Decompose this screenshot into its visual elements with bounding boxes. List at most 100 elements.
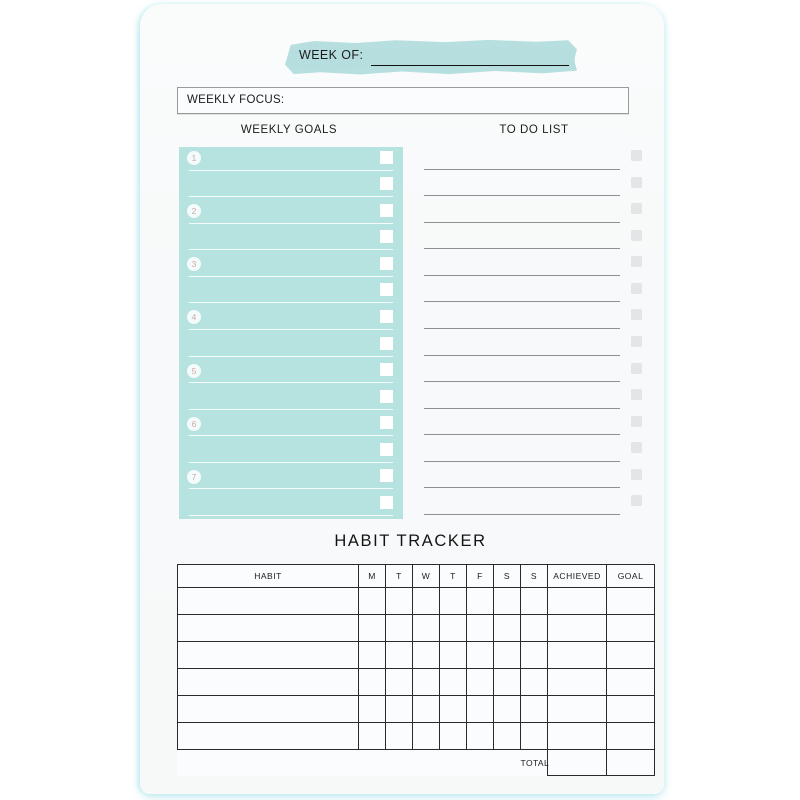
to-do-checkbox[interactable] xyxy=(631,309,642,321)
habit-tracker-cell[interactable] xyxy=(466,668,494,696)
to-do-list-row[interactable] xyxy=(424,174,654,201)
to-do-checkbox[interactable] xyxy=(631,203,642,215)
habit-tracker-cell[interactable] xyxy=(412,668,440,696)
weekly-goal-write-line[interactable] xyxy=(189,196,393,198)
weekly-goal-checkbox[interactable] xyxy=(380,309,393,323)
to-do-checkbox[interactable] xyxy=(631,336,642,347)
habit-tracker-cell[interactable] xyxy=(385,722,413,750)
weekly-goal-write-line[interactable] xyxy=(189,328,393,330)
weekly-goal-row[interactable]: 2 xyxy=(179,200,403,227)
weekly-goal-write-line[interactable] xyxy=(189,249,393,251)
to-do-write-line[interactable] xyxy=(424,354,620,356)
habit-tracker-total-goal-cell[interactable] xyxy=(606,749,655,776)
to-do-list-row[interactable] xyxy=(424,386,654,413)
to-do-list-row[interactable] xyxy=(424,306,654,333)
habit-tracker-cell[interactable] xyxy=(493,614,521,642)
weekly-goal-checkbox[interactable] xyxy=(380,469,393,483)
habit-tracker-row[interactable] xyxy=(177,641,655,669)
to-do-list-row[interactable] xyxy=(424,253,654,280)
habit-tracker-cell[interactable] xyxy=(606,668,655,696)
habit-tracker-cell[interactable] xyxy=(385,587,413,615)
to-do-list-row[interactable] xyxy=(424,360,654,387)
to-do-list-row[interactable] xyxy=(424,492,654,519)
weekly-goal-row[interactable]: 3 xyxy=(179,253,403,280)
habit-tracker-cell[interactable] xyxy=(358,587,386,615)
to-do-write-line[interactable] xyxy=(424,221,620,223)
habit-tracker-cell[interactable] xyxy=(520,587,548,615)
weekly-goal-write-line[interactable] xyxy=(189,461,393,463)
to-do-checkbox[interactable] xyxy=(631,176,642,188)
weekly-goal-checkbox[interactable] xyxy=(380,363,393,377)
habit-tracker-cell[interactable] xyxy=(466,587,494,615)
to-do-checkbox[interactable] xyxy=(631,256,642,268)
weekly-goal-write-line[interactable] xyxy=(189,302,393,304)
habit-tracker-cell[interactable] xyxy=(606,614,655,642)
to-do-checkbox[interactable] xyxy=(631,415,642,427)
habit-tracker-cell[interactable] xyxy=(547,722,607,750)
habit-tracker-cell[interactable] xyxy=(412,695,440,723)
to-do-checkbox[interactable] xyxy=(631,229,642,241)
habit-tracker-row[interactable] xyxy=(177,668,655,696)
habit-tracker-cell[interactable] xyxy=(439,614,467,642)
weekly-goal-row[interactable] xyxy=(179,439,403,466)
habit-tracker-cell[interactable] xyxy=(177,614,359,642)
to-do-checkbox[interactable] xyxy=(631,389,642,401)
to-do-write-line[interactable] xyxy=(424,487,620,489)
to-do-list-row[interactable] xyxy=(424,439,654,466)
habit-tracker-row[interactable] xyxy=(177,695,655,723)
habit-tracker-total-achieved-cell[interactable] xyxy=(547,749,607,776)
to-do-write-line[interactable] xyxy=(424,407,620,409)
habit-tracker-cell[interactable] xyxy=(412,641,440,669)
habit-tracker-cell[interactable] xyxy=(493,641,521,669)
to-do-write-line[interactable] xyxy=(424,195,620,197)
habit-tracker-cell[interactable] xyxy=(177,722,359,750)
habit-tracker-cell[interactable] xyxy=(412,587,440,615)
weekly-goal-row[interactable] xyxy=(179,174,403,201)
habit-tracker-cell[interactable] xyxy=(547,695,607,723)
weekly-goal-row[interactable]: 1 xyxy=(179,147,403,174)
to-do-write-line[interactable] xyxy=(424,248,620,250)
weekly-goal-write-line[interactable] xyxy=(189,514,393,516)
weekly-goal-row[interactable] xyxy=(179,492,403,519)
weekly-goal-row[interactable]: 5 xyxy=(179,360,403,387)
weekly-goal-write-line[interactable] xyxy=(189,169,393,171)
habit-tracker-cell[interactable] xyxy=(439,668,467,696)
to-do-list-row[interactable] xyxy=(424,147,654,174)
to-do-write-line[interactable] xyxy=(424,381,620,383)
habit-tracker-cell[interactable] xyxy=(177,641,359,669)
weekly-goal-write-line[interactable] xyxy=(189,488,393,490)
weekly-goal-write-line[interactable] xyxy=(189,382,393,384)
habit-tracker-cell[interactable] xyxy=(493,587,521,615)
habit-tracker-cell[interactable] xyxy=(358,641,386,669)
weekly-goal-write-line[interactable] xyxy=(189,275,393,277)
weekly-goal-checkbox[interactable] xyxy=(380,177,393,191)
habit-tracker-cell[interactable] xyxy=(547,668,607,696)
habit-tracker-cell[interactable] xyxy=(493,668,521,696)
habit-tracker-cell[interactable] xyxy=(547,587,607,615)
weekly-goal-write-line[interactable] xyxy=(189,355,393,357)
to-do-checkbox[interactable] xyxy=(631,150,642,161)
habit-tracker-cell[interactable] xyxy=(520,614,548,642)
weekly-goal-write-line[interactable] xyxy=(189,222,393,224)
habit-tracker-cell[interactable] xyxy=(606,722,655,750)
habit-tracker-cell[interactable] xyxy=(439,695,467,723)
weekly-goal-checkbox[interactable] xyxy=(380,256,393,270)
habit-tracker-cell[interactable] xyxy=(439,641,467,669)
weekly-goal-checkbox[interactable] xyxy=(380,336,393,350)
to-do-checkbox[interactable] xyxy=(631,282,642,294)
weekly-focus-box[interactable]: WEEKLY FOCUS: xyxy=(177,87,629,114)
habit-tracker-cell[interactable] xyxy=(606,587,655,615)
habit-tracker-cell[interactable] xyxy=(520,722,548,750)
habit-tracker-cell[interactable] xyxy=(177,695,359,723)
habit-tracker-cell[interactable] xyxy=(177,587,359,615)
habit-tracker-cell[interactable] xyxy=(466,641,494,669)
weekly-goal-row[interactable]: 4 xyxy=(179,306,403,333)
weekly-goal-checkbox[interactable] xyxy=(380,442,393,456)
weekly-goal-checkbox[interactable] xyxy=(380,150,393,164)
habit-tracker-cell[interactable] xyxy=(439,722,467,750)
to-do-write-line[interactable] xyxy=(424,274,620,276)
to-do-checkbox[interactable] xyxy=(631,495,642,507)
weekly-goal-row[interactable]: 7 xyxy=(179,466,403,493)
habit-tracker-row[interactable] xyxy=(177,587,655,615)
weekly-goal-checkbox[interactable] xyxy=(380,230,393,244)
